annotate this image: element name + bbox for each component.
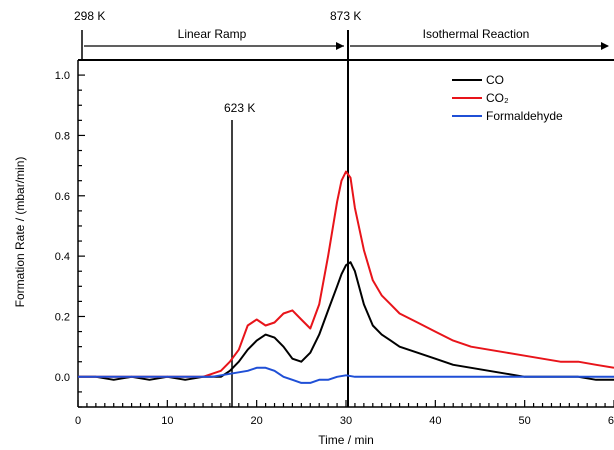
legend-label-co2: CO₂ xyxy=(486,91,509,105)
y-tick-label: 0.6 xyxy=(55,191,70,203)
legend-label-formaldehyde: Formaldehyde xyxy=(486,109,563,123)
y-ticks: 0.0 0.2 0.4 0.6 0.8 1.0 xyxy=(55,70,85,408)
series-group xyxy=(78,170,614,384)
x-tick-label: 30 xyxy=(340,415,352,427)
ramp-end-temp-label: 873 K xyxy=(330,9,361,23)
y-tick-label: 1.0 xyxy=(55,70,70,82)
x-tick-label: 60 xyxy=(608,415,614,427)
iso-phase-label: Isothermal Reaction xyxy=(423,27,530,41)
series-formaldehyde-line xyxy=(78,366,614,384)
ramp-phase-label: Linear Ramp xyxy=(178,27,247,41)
iso-arrowhead xyxy=(601,42,609,50)
y-tick-label: 0.8 xyxy=(55,130,70,142)
x-tick-label: 0 xyxy=(75,415,81,427)
x-axis-title: Time / min xyxy=(318,433,374,447)
y-tick-label: 0.2 xyxy=(55,311,70,323)
y-tick-label: 0.0 xyxy=(55,372,70,384)
series-co-line xyxy=(78,261,614,381)
x-tick-label: 40 xyxy=(429,415,441,427)
legend-label-co: CO xyxy=(486,73,504,87)
start-temp-label: 298 K xyxy=(74,9,105,23)
x-tick-label: 10 xyxy=(161,415,173,427)
mid-temp-label: 623 K xyxy=(224,101,255,115)
x-tick-label: 50 xyxy=(519,415,531,427)
series-co2-line xyxy=(78,170,614,378)
x-tick-label: 20 xyxy=(251,415,263,427)
x-ticks: 0 10 20 30 40 50 60 xyxy=(75,400,614,427)
y-axis-title: Formation Rate / (mbar/min) xyxy=(13,157,27,308)
legend: CO CO₂ Formaldehyde xyxy=(452,73,563,123)
ramp-arrowhead xyxy=(336,42,344,50)
y-tick-label: 0.4 xyxy=(55,251,70,263)
